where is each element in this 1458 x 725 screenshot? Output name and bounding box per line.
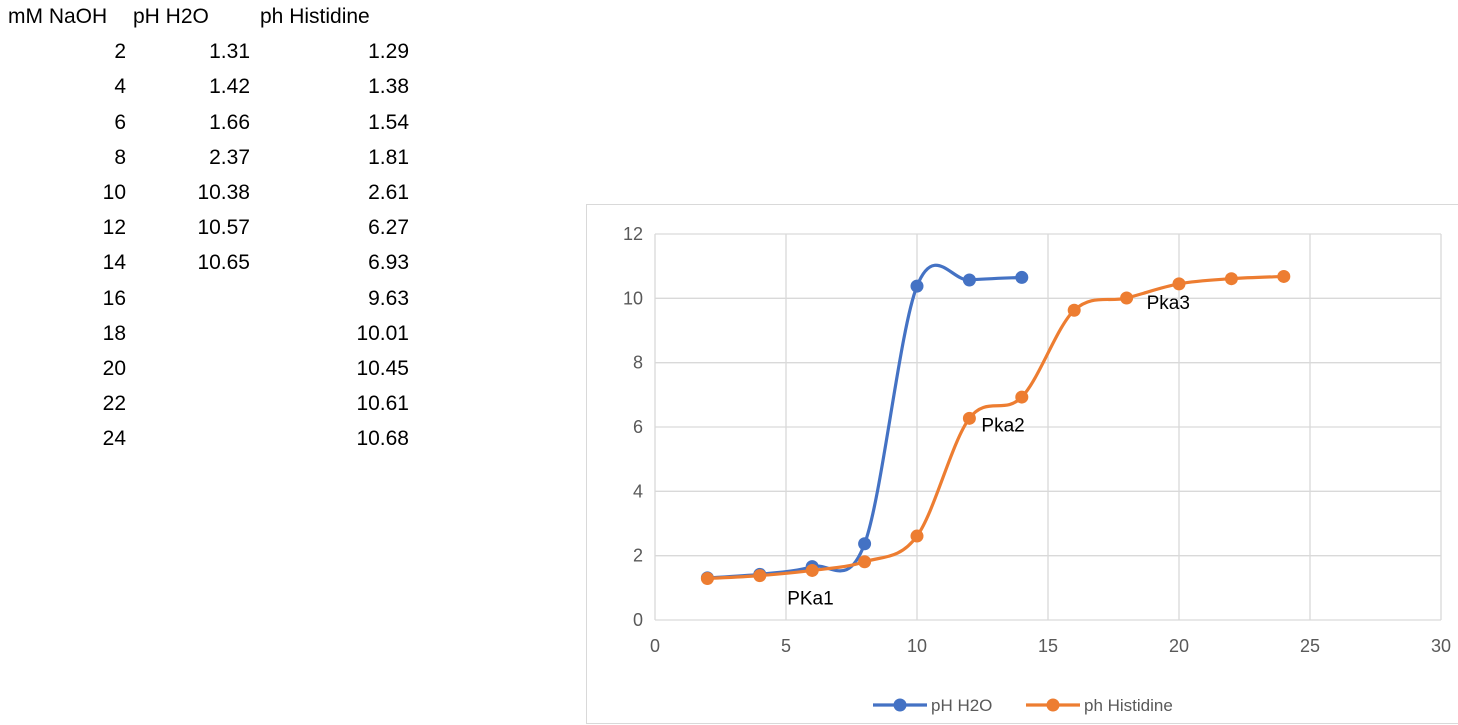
cell-mm-naoh[interactable]: 22 (102, 392, 126, 416)
cell-mm-naoh[interactable]: 14 (102, 251, 126, 275)
cell-ph-h2o[interactable]: 1.66 (209, 110, 250, 134)
x-tick-label: 5 (781, 636, 791, 656)
cell-mm-naoh[interactable]: 24 (102, 427, 126, 451)
cell-ph-histidine[interactable]: 6.93 (368, 251, 409, 275)
cell-mm-naoh[interactable]: 6 (114, 110, 126, 134)
cell-ph-histidine[interactable]: 9.63 (368, 286, 409, 310)
data-point-ph-histidine (858, 555, 872, 569)
cell-ph-histidine[interactable]: 10.01 (356, 321, 409, 345)
annotation-label: Pka3 (1147, 293, 1190, 314)
data-point-ph-histidine (1120, 291, 1134, 305)
cell-ph-h2o[interactable]: 10.57 (197, 216, 250, 240)
y-tick-label: 4 (633, 481, 643, 501)
cell-ph-h2o[interactable]: 1.31 (209, 40, 250, 64)
cell-mm-naoh[interactable]: 16 (102, 286, 126, 310)
x-tick-label: 20 (1169, 636, 1189, 656)
data-point-ph-h2o (962, 273, 976, 287)
cell-mm-naoh[interactable]: 20 (102, 357, 126, 380)
y-tick-label: 6 (633, 417, 643, 437)
header-ph-h2o[interactable]: pH H2O (133, 5, 209, 28)
data-point-ph-h2o (858, 537, 872, 551)
y-tick-label: 8 (633, 353, 643, 373)
x-tick-label: 0 (650, 636, 660, 656)
cell-ph-h2o[interactable]: 10.38 (197, 181, 250, 204)
cell-ph-histidine[interactable]: 6.27 (368, 216, 409, 240)
data-point-ph-histidine (1224, 272, 1238, 286)
cell-ph-h2o[interactable]: 1.42 (209, 75, 250, 99)
cell-mm-naoh[interactable]: 4 (114, 75, 126, 99)
annotation-label: Pka2 (981, 415, 1024, 436)
data-point-ph-h2o (910, 279, 924, 293)
legend-marker-ph-h2o (893, 698, 907, 712)
legend-label-ph-histidine: ph Histidine (1084, 696, 1173, 715)
x-tick-label: 10 (907, 636, 927, 656)
header-mm-naoh[interactable]: mM NaOH (8, 5, 108, 28)
cell-mm-naoh[interactable]: 12 (102, 216, 126, 240)
data-point-ph-histidine (910, 529, 924, 543)
data-point-ph-histidine (962, 411, 976, 425)
data-point-ph-histidine (805, 563, 819, 577)
cell-ph-h2o[interactable]: 2.37 (209, 145, 250, 169)
y-tick-label: 12 (623, 224, 643, 244)
cell-ph-histidine[interactable]: 1.54 (368, 110, 409, 134)
annotation-label: PKa1 (787, 588, 833, 609)
y-tick-label: 0 (633, 610, 643, 630)
x-tick-label: 30 (1431, 636, 1451, 656)
cell-ph-histidine[interactable]: 10.68 (356, 427, 409, 451)
cell-ph-histidine[interactable]: 1.38 (368, 75, 409, 99)
x-tick-label: 15 (1038, 636, 1058, 656)
data-point-ph-histidine (700, 572, 714, 586)
data-point-ph-histidine (1277, 269, 1291, 283)
cell-mm-naoh[interactable]: 10 (102, 181, 126, 204)
cell-ph-histidine[interactable]: 2.61 (368, 181, 409, 204)
legend-marker-ph-histidine (1046, 698, 1060, 712)
x-tick-label: 25 (1300, 636, 1320, 656)
cell-mm-naoh[interactable]: 18 (102, 321, 126, 345)
cell-ph-h2o[interactable]: 10.65 (197, 251, 250, 275)
chart-area[interactable]: 0 2 4 6 8 10 12 0 5 10 15 20 25 30 PKa1 Pka2 Pka3 pH H2O p… (586, 204, 1458, 724)
cell-ph-histidine[interactable]: 10.61 (356, 392, 409, 416)
data-point-ph-histidine (1067, 303, 1081, 317)
y-tick-label: 10 (623, 288, 643, 308)
cell-ph-histidine[interactable]: 10.45 (356, 357, 409, 380)
legend-label-ph-h2o: pH H2O (931, 696, 992, 715)
cell-mm-naoh[interactable]: 2 (114, 40, 126, 64)
cell-ph-histidine[interactable]: 1.81 (368, 145, 409, 169)
y-tick-label: 2 (633, 546, 643, 566)
titration-chart: 0 2 4 6 8 10 12 0 5 10 15 20 25 30 PKa1 Pka2 Pka3 pH H2O p… (623, 224, 1451, 715)
data-point-ph-histidine (753, 569, 767, 583)
header-ph-histidine[interactable]: ph Histidine (260, 5, 370, 28)
data-point-ph-histidine (1015, 390, 1029, 404)
cell-mm-naoh[interactable]: 8 (114, 145, 126, 169)
data-point-ph-h2o (1015, 270, 1029, 284)
data-point-ph-histidine (1172, 277, 1186, 291)
cell-ph-histidine[interactable]: 1.29 (368, 40, 409, 64)
